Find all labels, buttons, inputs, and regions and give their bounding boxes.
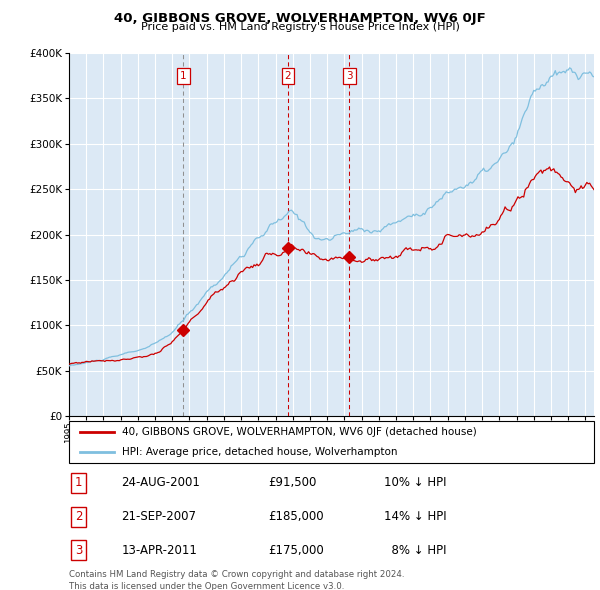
Text: 2: 2 — [284, 71, 291, 81]
Text: Price paid vs. HM Land Registry's House Price Index (HPI): Price paid vs. HM Land Registry's House … — [140, 22, 460, 32]
Text: 1: 1 — [180, 71, 187, 81]
Text: 40, GIBBONS GROVE, WOLVERHAMPTON, WV6 0JF: 40, GIBBONS GROVE, WOLVERHAMPTON, WV6 0J… — [114, 12, 486, 25]
Text: 10% ↓ HPI: 10% ↓ HPI — [384, 476, 446, 490]
Text: £175,000: £175,000 — [269, 543, 324, 557]
Text: 14% ↓ HPI: 14% ↓ HPI — [384, 510, 446, 523]
Text: 21-SEP-2007: 21-SEP-2007 — [121, 510, 197, 523]
Text: 24-AUG-2001: 24-AUG-2001 — [121, 476, 200, 490]
Text: 1: 1 — [75, 476, 82, 490]
Text: HPI: Average price, detached house, Wolverhampton: HPI: Average price, detached house, Wolv… — [121, 447, 397, 457]
Text: 2: 2 — [75, 510, 82, 523]
Text: 8% ↓ HPI: 8% ↓ HPI — [384, 543, 446, 557]
Text: 3: 3 — [346, 71, 353, 81]
Text: £91,500: £91,500 — [269, 476, 317, 490]
Text: 3: 3 — [75, 543, 82, 557]
Text: Contains HM Land Registry data © Crown copyright and database right 2024.: Contains HM Land Registry data © Crown c… — [69, 570, 404, 579]
Text: This data is licensed under the Open Government Licence v3.0.: This data is licensed under the Open Gov… — [69, 582, 344, 590]
Text: 40, GIBBONS GROVE, WOLVERHAMPTON, WV6 0JF (detached house): 40, GIBBONS GROVE, WOLVERHAMPTON, WV6 0J… — [121, 427, 476, 437]
Text: 13-APR-2011: 13-APR-2011 — [121, 543, 197, 557]
Text: £185,000: £185,000 — [269, 510, 324, 523]
